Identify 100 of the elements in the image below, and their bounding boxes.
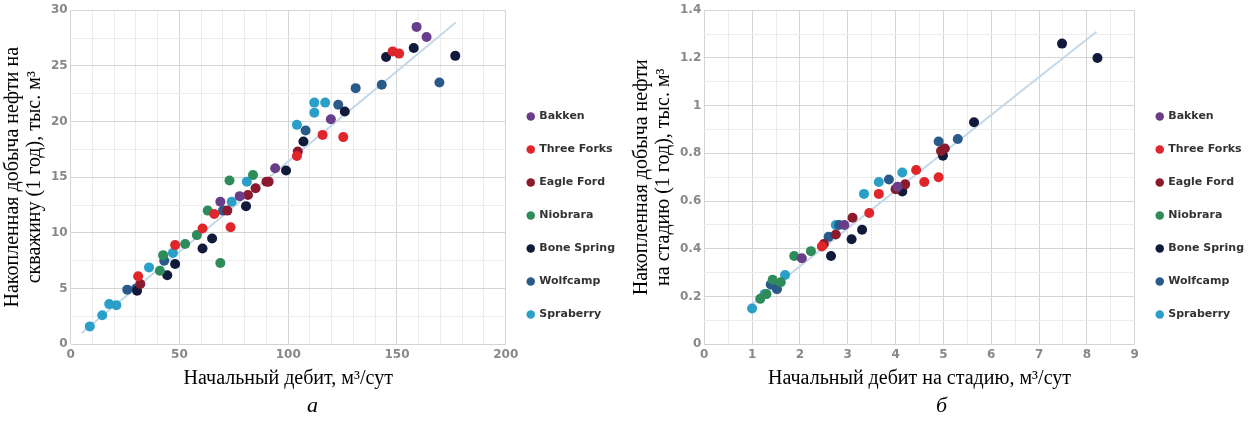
y-tick-label: 25 <box>51 57 68 72</box>
point <box>333 99 344 110</box>
point <box>857 224 868 235</box>
point <box>291 151 302 162</box>
point <box>317 129 328 140</box>
y-tick-label: 0.6 <box>679 193 702 208</box>
point <box>883 174 894 185</box>
point <box>122 284 133 295</box>
point <box>144 262 155 273</box>
legend-label: Bakken <box>1168 109 1214 123</box>
legend-label: Spraberry <box>1168 307 1231 321</box>
point <box>381 51 392 62</box>
point <box>197 223 208 234</box>
point <box>224 175 235 186</box>
point <box>111 300 122 311</box>
legend-label: Niobrara <box>539 208 594 222</box>
point <box>408 43 419 54</box>
y-tick-label: 30 <box>51 2 68 17</box>
point <box>421 31 432 42</box>
point <box>830 229 841 240</box>
x-tick-label: 1 <box>747 346 757 361</box>
point <box>933 172 944 183</box>
x-axis-title: Начальный дебит на стадию, м³/сут <box>768 365 1072 389</box>
point <box>241 201 252 212</box>
point <box>796 253 807 264</box>
point <box>325 114 336 125</box>
y-axis-title: Накопленная добыча нефти на скважину (1 год), тыс. м³ <box>0 46 46 308</box>
point <box>234 191 245 202</box>
point <box>242 190 253 201</box>
x-tick-label: 3 <box>843 346 852 361</box>
legend-label: Spraberry <box>539 307 602 321</box>
y-tick-label: 0.4 <box>679 240 702 255</box>
y-tick-label: 1.4 <box>679 2 702 17</box>
point <box>170 240 181 251</box>
point <box>434 77 445 88</box>
y-tick-label: 0 <box>692 336 702 351</box>
point <box>780 270 791 281</box>
point <box>281 165 292 176</box>
point <box>350 83 361 94</box>
point <box>411 21 422 32</box>
legend-label: Three Forks <box>539 142 614 156</box>
point <box>969 117 980 128</box>
point <box>250 183 261 194</box>
point <box>826 250 837 261</box>
point <box>197 243 208 254</box>
point <box>846 234 857 245</box>
point <box>191 230 202 241</box>
point <box>919 176 930 187</box>
point <box>180 239 191 249</box>
point <box>209 208 220 219</box>
point <box>300 125 311 136</box>
point <box>805 246 816 257</box>
point <box>167 247 178 258</box>
y-tick-label: 1 <box>692 97 702 112</box>
x-tick-label: 8 <box>1082 346 1092 361</box>
x-tick-label: 2 <box>795 346 805 361</box>
point <box>847 212 858 223</box>
y-axis-title: Накопленная добыча нефти на стадию (1 год), тыс. м³ <box>629 58 675 296</box>
x-tick-label: 50 <box>171 346 188 361</box>
point <box>338 132 349 143</box>
point <box>222 205 233 216</box>
x-axis-title: Начальный дебит, м³/сут <box>183 365 394 389</box>
text: б <box>935 391 948 417</box>
point <box>309 107 320 118</box>
point <box>897 167 908 178</box>
x-tick-label: 200 <box>493 346 519 361</box>
legend-label: Eagle Ford <box>1168 175 1235 189</box>
point <box>911 165 922 176</box>
point <box>789 250 800 261</box>
x-tick-label: 6 <box>987 346 996 361</box>
point <box>873 188 884 199</box>
y-tick-label: 5 <box>59 280 68 295</box>
point <box>84 321 95 332</box>
legend-label: Bone Spring <box>1168 241 1245 255</box>
point <box>755 293 766 304</box>
point <box>270 163 281 174</box>
point <box>1057 38 1068 49</box>
x-tick-label: 7 <box>1034 346 1044 361</box>
point <box>320 97 331 108</box>
point <box>952 134 963 145</box>
legend-label: Wolfcamp <box>539 274 601 288</box>
point <box>309 97 320 108</box>
y-tick-label: 15 <box>51 169 68 184</box>
point <box>215 257 226 268</box>
x-tick-label: 4 <box>891 346 900 361</box>
point <box>225 222 236 233</box>
x-tick-label: 5 <box>939 346 948 361</box>
point <box>339 106 350 117</box>
point <box>873 176 884 187</box>
point <box>747 303 758 314</box>
y-tick-label: 0 <box>59 336 68 351</box>
point <box>1092 52 1103 63</box>
y-tick-label: 1.2 <box>679 50 702 65</box>
x-tick-label: 150 <box>384 346 410 361</box>
legend-label: Three Forks <box>1168 142 1243 156</box>
point <box>241 176 252 187</box>
point <box>247 169 258 180</box>
point <box>767 274 778 285</box>
point <box>97 310 108 321</box>
point <box>158 250 169 261</box>
